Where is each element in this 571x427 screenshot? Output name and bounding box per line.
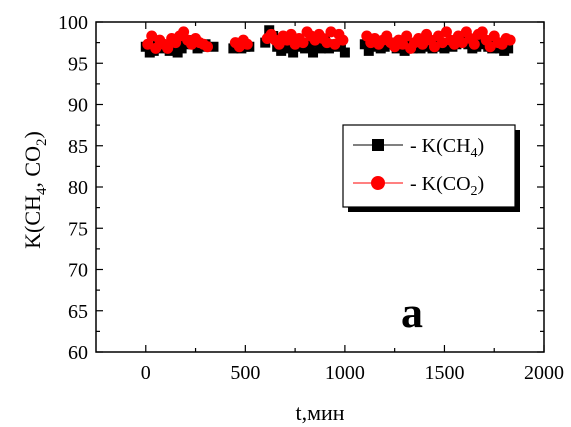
legend-marker-ch4 bbox=[372, 139, 384, 151]
ch4-point bbox=[304, 39, 315, 50]
x-tick-label: 0 bbox=[141, 362, 151, 384]
co2-point bbox=[297, 37, 309, 49]
x-tick-label: 1500 bbox=[424, 362, 464, 384]
legend-co2-subscript: 2 bbox=[471, 184, 478, 199]
legend-co2-text-end: ) bbox=[478, 173, 485, 195]
y-tick-label: 90 bbox=[68, 95, 88, 117]
co2-point bbox=[178, 26, 190, 38]
y-tick-label: 85 bbox=[68, 136, 88, 158]
y-tick-label: 100 bbox=[58, 12, 88, 34]
legend-entry-ch4: - K(CH4) bbox=[410, 135, 484, 161]
y-axis-ticks: 60 65 70 75 80 85 90 95 100 bbox=[58, 12, 544, 364]
ch4-point bbox=[288, 47, 299, 58]
y-axis-label-subscript: 4 bbox=[34, 187, 50, 195]
y-axis-label-part: ) bbox=[20, 131, 45, 138]
co2-point bbox=[468, 38, 480, 50]
legend-entry-co2: - K(CO2) bbox=[410, 173, 484, 199]
y-tick-label: 70 bbox=[68, 260, 88, 282]
x-axis-ticks: 0 500 1000 1500 2000 bbox=[141, 22, 564, 384]
co2-point bbox=[504, 34, 516, 46]
ch4-point bbox=[315, 43, 326, 54]
co2-point bbox=[337, 34, 349, 46]
ch4-point bbox=[308, 47, 319, 58]
x-tick-label: 1000 bbox=[325, 362, 365, 384]
x-axis-label: t,мин bbox=[295, 400, 344, 425]
x-tick-label: 2000 bbox=[524, 362, 564, 384]
co2-point bbox=[202, 41, 214, 53]
panel-annotation: a bbox=[401, 288, 423, 337]
co2-point bbox=[401, 30, 413, 42]
co2-point bbox=[476, 26, 488, 38]
y-tick-label: 60 bbox=[68, 342, 88, 364]
co2-point bbox=[241, 38, 253, 50]
legend-box bbox=[342, 124, 516, 208]
legend-co2-text: - K(CO bbox=[410, 173, 471, 195]
y-axis-label-part: , CO bbox=[20, 146, 45, 188]
ch4-point bbox=[399, 45, 410, 56]
ch4-point bbox=[339, 47, 350, 58]
ch4-point bbox=[359, 39, 370, 50]
legend: - K(CH4) - K(CO2) bbox=[342, 124, 520, 212]
legend-marker-co2 bbox=[371, 176, 385, 190]
legend-ch4-subscript: 4 bbox=[471, 146, 478, 161]
y-axis-label: K(CH4, CO2) bbox=[20, 131, 50, 249]
y-tick-label: 65 bbox=[68, 301, 88, 323]
y-axis-label-subscript: 2 bbox=[34, 138, 50, 146]
y-tick-label: 75 bbox=[68, 218, 88, 240]
legend-ch4-text-end: ) bbox=[478, 135, 485, 157]
y-tick-label: 80 bbox=[68, 177, 88, 199]
x-tick-label: 500 bbox=[230, 362, 260, 384]
y-tick-label: 95 bbox=[68, 53, 88, 75]
ch4-point bbox=[379, 41, 390, 52]
co2-point bbox=[440, 26, 452, 38]
ch4-point bbox=[503, 43, 514, 54]
legend-ch4-text: - K(CH bbox=[410, 135, 471, 157]
y-axis-label-part: K(CH bbox=[20, 195, 45, 249]
ch4-point bbox=[276, 45, 287, 56]
series-co2-points bbox=[142, 26, 516, 54]
co2-point bbox=[162, 42, 174, 54]
ch4-point bbox=[208, 41, 219, 52]
